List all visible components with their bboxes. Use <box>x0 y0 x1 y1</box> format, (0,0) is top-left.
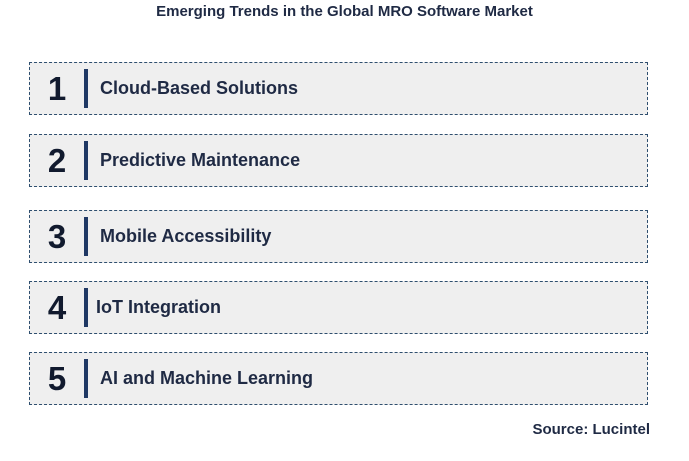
trend-number: 5 <box>47 359 67 397</box>
trend-label: Mobile Accessibility <box>100 226 272 246</box>
trend-label: Predictive Maintenance <box>100 150 301 170</box>
trend-number: 3 <box>47 217 67 255</box>
trend-number: 1 <box>47 69 67 107</box>
divider-bar <box>84 359 88 398</box>
divider-bar <box>84 141 88 180</box>
trend-number: 4 <box>47 288 67 326</box>
trend-number: 2 <box>47 141 67 179</box>
divider-bar <box>84 217 88 256</box>
trend-label: IoT Integration <box>96 297 221 317</box>
trend-item-5: 5 AI and Machine Learning <box>29 352 648 405</box>
diagram-title: Emerging Trends in the Global MRO Softwa… <box>156 3 533 20</box>
trend-label: AI and Machine Learning <box>100 368 314 388</box>
divider-bar <box>84 288 88 327</box>
trend-label: Cloud-Based Solutions <box>100 78 298 98</box>
trend-item-1: 1 Cloud-Based Solutions <box>29 62 648 115</box>
trend-item-2: 2 Predictive Maintenance <box>29 134 648 187</box>
trend-item-4: 4 IoT Integration <box>29 281 648 334</box>
trend-item-3: 3 Mobile Accessibility <box>29 210 648 263</box>
source-credit: Source: Lucintel <box>532 421 650 438</box>
divider-bar <box>84 69 88 108</box>
